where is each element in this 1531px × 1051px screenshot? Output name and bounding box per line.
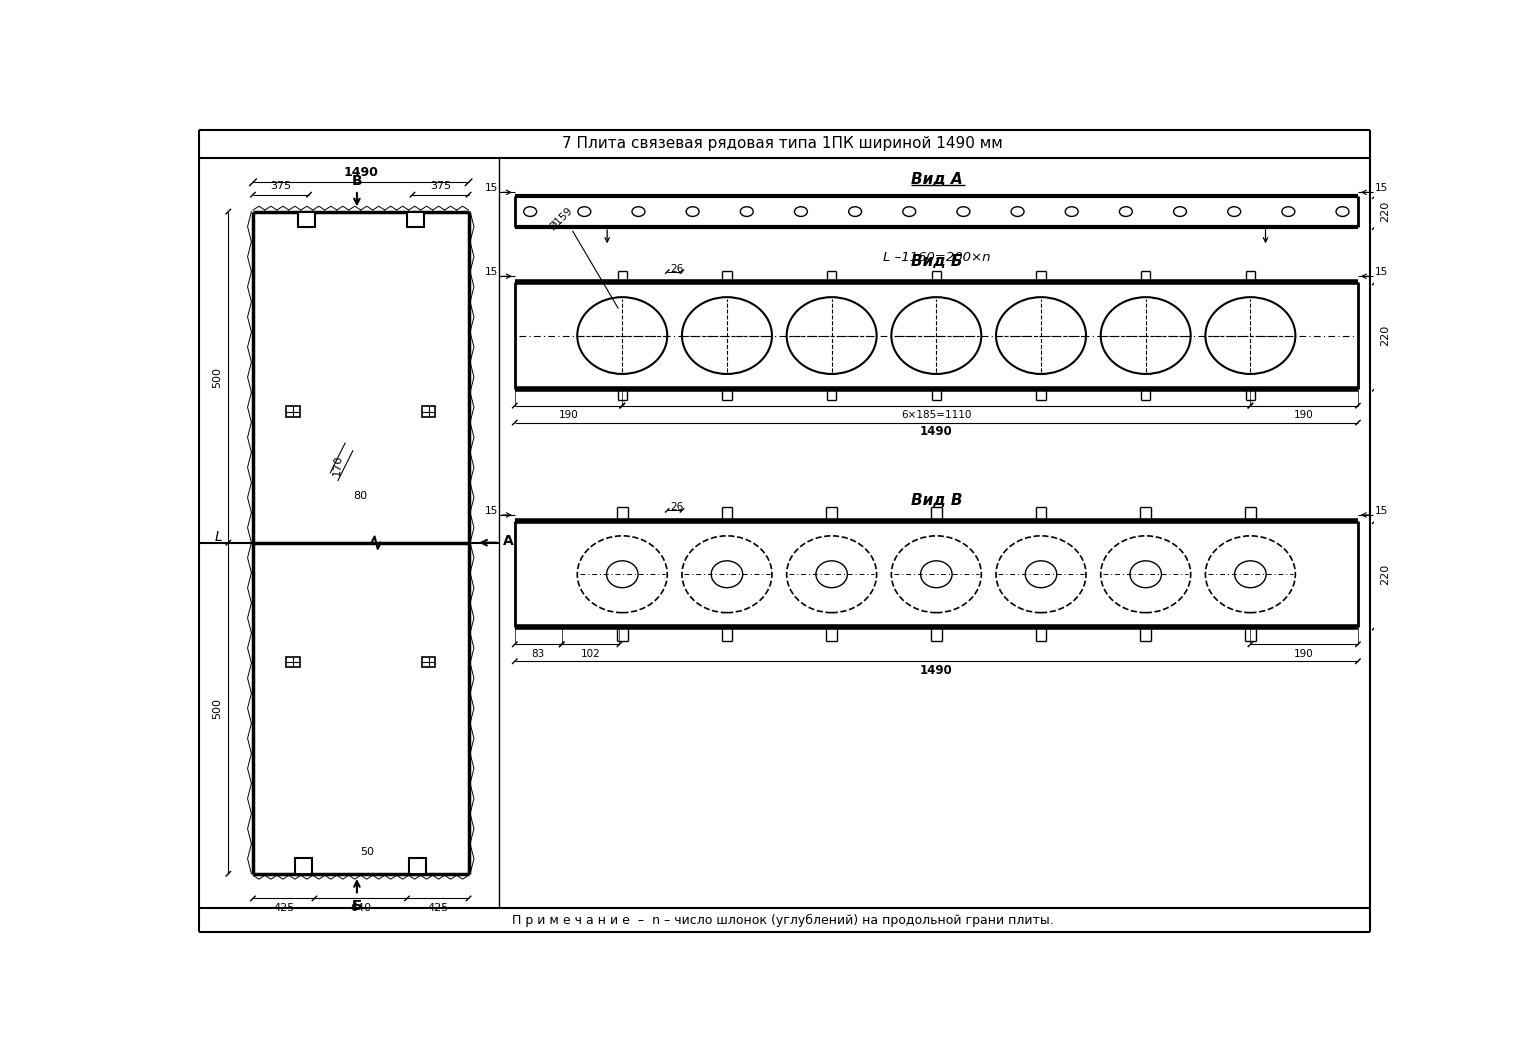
Bar	[295, 859, 312, 873]
Text: 15: 15	[485, 267, 498, 277]
Text: 102: 102	[580, 648, 600, 659]
Text: 220: 220	[1381, 201, 1390, 222]
Text: A: A	[504, 534, 514, 549]
Text: 220: 220	[1381, 325, 1390, 346]
Text: 375: 375	[271, 181, 291, 191]
Text: 500: 500	[213, 367, 222, 388]
Text: 220: 220	[1381, 563, 1390, 585]
Text: 640: 640	[351, 903, 372, 912]
Text: 190: 190	[1294, 648, 1314, 659]
Text: 7 Плита связевая рядовая типа 1ПК шириной 1490 мм: 7 Плита связевая рядовая типа 1ПК ширино…	[562, 137, 1003, 151]
Text: 190: 190	[1294, 410, 1314, 419]
Text: 80: 80	[354, 492, 367, 501]
Bar	[297, 211, 314, 227]
Text: 15: 15	[1375, 184, 1387, 193]
Text: Вид В: Вид В	[911, 493, 963, 508]
Text: 50: 50	[360, 847, 374, 858]
Text: 83: 83	[531, 648, 545, 659]
Text: L: L	[214, 530, 222, 543]
Text: 15: 15	[1375, 507, 1387, 516]
Text: 15: 15	[485, 184, 498, 193]
Text: 1490: 1490	[920, 426, 952, 438]
Text: 26: 26	[671, 502, 684, 512]
Text: П р и м е ч а н и е  –  n – число шлонок (углублений) на продольной грани плиты.: П р и м е ч а н и е – n – число шлонок (…	[511, 913, 1053, 927]
Text: 375: 375	[430, 181, 452, 191]
Text: Вид Б: Вид Б	[911, 254, 963, 269]
Text: Вид А: Вид А	[911, 171, 963, 187]
Bar	[286, 657, 300, 667]
Text: 190: 190	[559, 410, 579, 419]
Text: 170: 170	[332, 455, 343, 477]
Text: 1490: 1490	[343, 166, 378, 179]
Text: 15: 15	[1375, 267, 1387, 277]
Text: Ø159: Ø159	[548, 205, 574, 232]
Bar	[286, 407, 300, 417]
Text: Б: Б	[352, 899, 363, 913]
Bar	[421, 657, 435, 667]
Bar	[409, 859, 426, 873]
Bar	[421, 407, 435, 417]
Text: 6×185=1110: 6×185=1110	[902, 410, 972, 419]
Text: 425: 425	[427, 903, 449, 912]
Text: 425: 425	[273, 903, 294, 912]
Text: L –1160=200×n: L –1160=200×n	[882, 251, 991, 264]
Bar	[407, 211, 424, 227]
Text: В: В	[352, 173, 363, 188]
Text: 15: 15	[485, 507, 498, 516]
Text: 1490: 1490	[920, 664, 952, 677]
Text: 26: 26	[671, 264, 684, 273]
Text: 500: 500	[213, 698, 222, 719]
